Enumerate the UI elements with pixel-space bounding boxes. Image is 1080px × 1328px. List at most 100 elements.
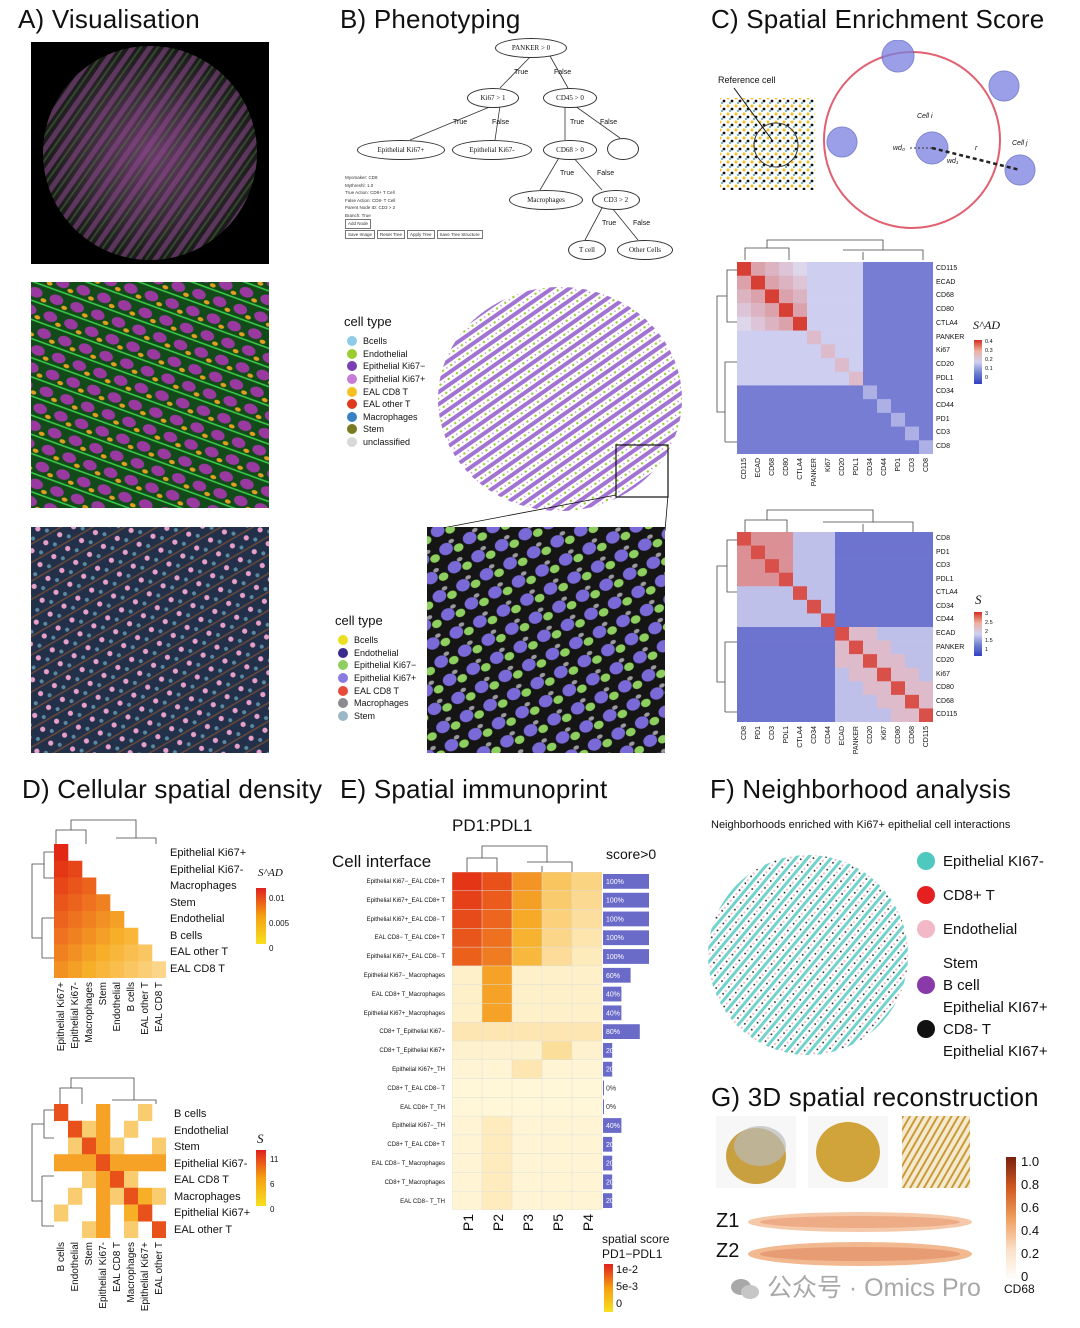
heatmap-cell <box>863 426 878 441</box>
f-legend-item: CD8+ T <box>917 886 1048 904</box>
g-z2-label: Z2 <box>716 1240 740 1262</box>
heatmap-cell <box>779 275 794 290</box>
axis-label: Endothelial <box>70 1242 81 1292</box>
heatmap-cell <box>877 532 892 546</box>
heatmap-cell <box>512 1172 543 1192</box>
heatmap-cell <box>807 640 822 655</box>
axis-label: P1 <box>460 1214 476 1232</box>
axis-label: ECAD <box>936 629 956 637</box>
legend-label: Epithelial Ki67− <box>354 660 417 671</box>
heatmap-cell <box>877 559 892 574</box>
axis-label: Macrophages <box>126 1242 137 1303</box>
heatmap-cell <box>779 303 794 318</box>
axis-label: Epithelial Ki67- <box>170 863 244 876</box>
heatmap-cell <box>807 385 822 400</box>
e-row-label: Epithelial Ki67+_EAL CD8+ T <box>366 897 445 904</box>
heatmap-cell <box>891 316 906 331</box>
save-image-button[interactable]: Save Image <box>345 229 376 239</box>
g-colorbar <box>1006 1157 1016 1281</box>
heatmap-cell <box>452 909 483 929</box>
heatmap-cell <box>124 927 139 945</box>
d-hm2-legend-title: S <box>257 1131 264 1146</box>
heatmap-cell <box>452 1022 483 1042</box>
heatmap-cell <box>877 330 892 345</box>
form-row[interactable]: True Action: CD8+ T Cell <box>345 190 395 195</box>
legend-swatch <box>338 647 348 658</box>
heatmap-cell <box>54 844 69 862</box>
form-row[interactable]: Branch: True <box>345 212 371 218</box>
form-row[interactable]: Myomaker: CD8 <box>345 175 378 180</box>
heatmap-cell <box>807 275 822 290</box>
score-bar-label: 40% <box>606 992 620 999</box>
e-dendrogram-top <box>466 845 573 872</box>
heatmap-cell <box>737 545 752 560</box>
heatmap-cell <box>835 371 850 386</box>
form-row[interactable]: Parent Node ID: CD3 > 2 <box>345 205 396 210</box>
watermark: 公众号 · Omics Pro <box>730 1268 981 1304</box>
heatmap-cell <box>807 426 822 441</box>
axis-label: 0 <box>1021 1269 1029 1284</box>
heatmap-cell <box>572 1078 602 1098</box>
tree-node-other: Other Cells <box>617 240 673 260</box>
heatmap-cell <box>482 947 513 967</box>
heatmap-cell <box>849 316 864 331</box>
heatmap-cell <box>572 947 602 967</box>
heatmap-cell <box>68 1137 83 1155</box>
heatmap-cell <box>572 984 602 1004</box>
heatmap-cell <box>482 1134 513 1154</box>
axis-label: CD8 <box>740 726 748 741</box>
heatmap-cell <box>863 694 878 709</box>
heatmap-cell <box>849 275 864 290</box>
save-tree-button[interactable]: Save Tree Structure <box>436 229 483 239</box>
heatmap-cell <box>512 890 543 910</box>
heatmap-cell <box>152 961 166 978</box>
f-legend: Epithelial KI67- CD8+ T Endothelial Stem B c… <box>917 852 1048 1064</box>
heatmap-cell <box>905 708 920 722</box>
heatmap-cell <box>807 681 822 696</box>
axis-label: PANKER <box>936 643 965 651</box>
f-legend-label: CD8+ T <box>943 886 995 904</box>
heatmap-cell <box>110 1154 125 1172</box>
legend-label: Macrophages <box>354 698 409 709</box>
axis-label: EAL CD8 T <box>170 962 226 975</box>
e-row-label: Epithelial Ki67+_Macrophages <box>363 1010 445 1017</box>
heatmap-cell <box>779 316 794 331</box>
edge-label: False <box>492 119 510 126</box>
add-node-button[interactable]: Add Node <box>345 219 372 229</box>
heatmap-cell <box>138 1204 153 1222</box>
c-heatmap-2 <box>737 532 933 722</box>
heatmap-cell <box>737 371 752 386</box>
axis-label: Epithelial Ki67+ <box>174 1207 251 1219</box>
heatmap-cell <box>542 965 573 985</box>
heatmap-cell <box>793 316 808 331</box>
axis-label: 0.2 <box>985 357 993 363</box>
heatmap-cell <box>124 961 139 978</box>
legend-item: unclassified <box>347 436 425 449</box>
heatmap-cell <box>68 961 83 978</box>
heatmap-cell <box>482 890 513 910</box>
form-row[interactable]: Mythreshl: 1.0 <box>345 182 374 188</box>
edge-label: True <box>560 170 575 177</box>
heatmap-cell <box>863 708 878 722</box>
heatmap-cell <box>849 667 864 682</box>
reset-tree-button[interactable]: Reset Tree <box>377 229 406 239</box>
heatmap-cell <box>82 877 97 895</box>
heatmap-cell <box>905 371 920 386</box>
heatmap-cell <box>751 627 766 641</box>
heatmap-cell <box>779 399 794 414</box>
heatmap-cell <box>779 667 794 682</box>
heatmap-cell <box>737 440 752 454</box>
heatmap-cell <box>751 399 766 414</box>
d-hm1-colorbar-ticks: 0.01 0.005 0 <box>269 886 289 961</box>
score-bar-label: 20% <box>606 1179 620 1186</box>
heatmap-cell <box>124 944 139 962</box>
form-row[interactable]: False Action: CD8- T Cell <box>345 197 396 203</box>
heatmap-cell <box>572 1097 602 1117</box>
c-hm1-colorbar <box>974 340 982 384</box>
apply-tree-button[interactable]: Apply Tree <box>407 229 435 239</box>
heatmap-cell <box>821 371 836 386</box>
heatmap-cell <box>82 1221 97 1238</box>
axis-label: PD1 <box>936 415 950 423</box>
d-hm1-legend-title: S^AD <box>258 867 283 879</box>
heatmap-cell <box>877 358 892 373</box>
